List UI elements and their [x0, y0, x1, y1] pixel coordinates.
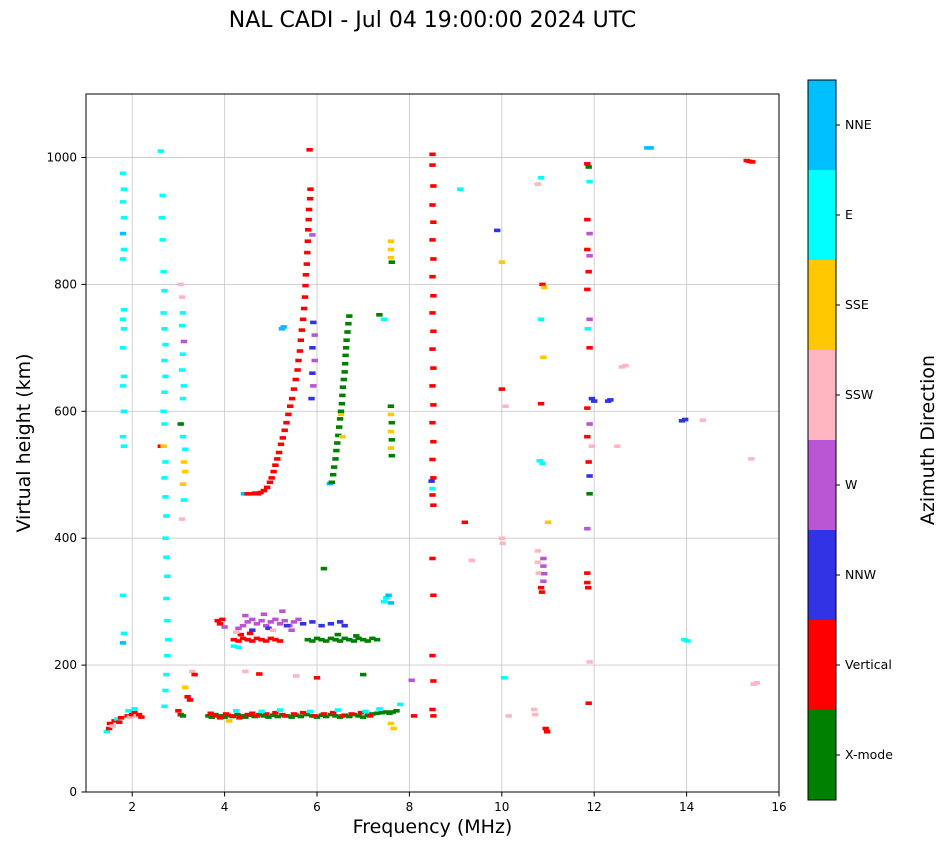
svg-text:2: 2 [128, 800, 136, 814]
svg-text:SSE: SSE [845, 297, 869, 312]
x-axis-label: Frequency (MHz) [352, 816, 513, 838]
svg-text:0: 0 [69, 785, 77, 799]
svg-text:14: 14 [679, 800, 694, 814]
svg-text:10: 10 [494, 800, 509, 814]
svg-text:800: 800 [54, 277, 77, 291]
svg-text:W: W [845, 477, 857, 492]
y-axis-label: Virtual height (km) [13, 353, 35, 533]
svg-text:600: 600 [54, 404, 77, 418]
colorbar-label: Azimuth Direction [917, 354, 939, 526]
svg-text:NNW: NNW [845, 567, 876, 582]
chart-title: NAL CADI - Jul 04 19:00:00 2024 UTC [228, 8, 637, 33]
svg-text:SSW: SSW [845, 387, 873, 402]
svg-text:X-mode: X-mode [845, 747, 893, 762]
svg-text:E: E [845, 207, 853, 222]
svg-text:400: 400 [54, 531, 77, 545]
svg-text:4: 4 [221, 800, 229, 814]
svg-text:200: 200 [54, 658, 77, 672]
svg-text:1000: 1000 [46, 151, 77, 165]
svg-text:6: 6 [313, 800, 321, 814]
svg-text:Vertical: Vertical [845, 657, 892, 672]
svg-text:12: 12 [587, 800, 602, 814]
svg-text:16: 16 [771, 800, 786, 814]
svg-text:NNE: NNE [845, 117, 872, 132]
svg-text:8: 8 [406, 800, 414, 814]
